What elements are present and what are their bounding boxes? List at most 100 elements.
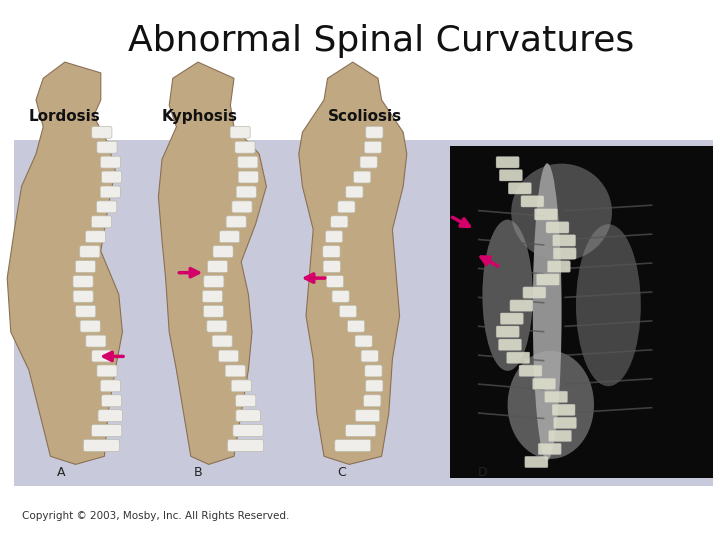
Line: 2 pts: 2 pts — [565, 292, 652, 298]
FancyBboxPatch shape — [354, 171, 371, 183]
FancyBboxPatch shape — [519, 365, 542, 376]
FancyBboxPatch shape — [546, 222, 569, 233]
Line: 2 pts: 2 pts — [565, 408, 652, 413]
Point — [474, 265, 483, 272]
FancyBboxPatch shape — [231, 380, 251, 392]
Bar — [450, 146, 713, 478]
Point — [561, 410, 570, 416]
Point — [539, 415, 548, 422]
Polygon shape — [299, 62, 407, 464]
FancyBboxPatch shape — [226, 216, 246, 228]
Point — [647, 375, 656, 382]
Line: 2 pts: 2 pts — [479, 268, 544, 274]
Point — [561, 265, 570, 272]
FancyBboxPatch shape — [507, 352, 530, 363]
FancyBboxPatch shape — [80, 320, 100, 332]
FancyBboxPatch shape — [521, 195, 544, 207]
Point — [474, 294, 483, 301]
FancyBboxPatch shape — [91, 350, 112, 362]
FancyBboxPatch shape — [80, 246, 100, 258]
Point — [647, 289, 656, 295]
FancyBboxPatch shape — [202, 291, 222, 302]
FancyBboxPatch shape — [533, 378, 556, 389]
FancyBboxPatch shape — [232, 201, 252, 213]
FancyBboxPatch shape — [361, 350, 378, 362]
Point — [647, 318, 656, 324]
FancyBboxPatch shape — [323, 246, 340, 258]
FancyBboxPatch shape — [91, 126, 112, 138]
Point — [539, 357, 548, 364]
FancyBboxPatch shape — [332, 291, 349, 302]
FancyBboxPatch shape — [355, 410, 379, 422]
Point — [561, 207, 570, 214]
FancyBboxPatch shape — [347, 320, 364, 332]
FancyBboxPatch shape — [236, 410, 261, 422]
FancyBboxPatch shape — [496, 326, 519, 338]
Line: 2 pts: 2 pts — [565, 263, 652, 268]
FancyBboxPatch shape — [212, 335, 233, 347]
Point — [647, 231, 656, 238]
Polygon shape — [158, 62, 266, 464]
Point — [474, 381, 483, 387]
Line: 2 pts: 2 pts — [565, 234, 652, 240]
Text: Lordosis: Lordosis — [29, 109, 101, 124]
FancyBboxPatch shape — [553, 235, 576, 246]
FancyBboxPatch shape — [325, 231, 343, 242]
Line: 2 pts: 2 pts — [565, 350, 652, 355]
FancyBboxPatch shape — [499, 170, 522, 181]
Text: Copyright © 2003, Mosby, Inc. All Rights Reserved.: Copyright © 2003, Mosby, Inc. All Rights… — [22, 511, 289, 521]
FancyBboxPatch shape — [544, 391, 567, 402]
Point — [539, 300, 548, 306]
FancyBboxPatch shape — [97, 141, 117, 153]
Line: 2 pts: 2 pts — [479, 240, 544, 245]
FancyBboxPatch shape — [238, 171, 258, 183]
FancyBboxPatch shape — [523, 287, 546, 298]
Point — [474, 352, 483, 359]
FancyBboxPatch shape — [235, 395, 256, 407]
Line: 2 pts: 2 pts — [565, 205, 652, 211]
Line: 2 pts: 2 pts — [479, 355, 544, 361]
FancyBboxPatch shape — [335, 440, 371, 451]
FancyBboxPatch shape — [496, 157, 519, 168]
Point — [561, 237, 570, 243]
Point — [647, 347, 656, 353]
Point — [539, 328, 548, 335]
FancyBboxPatch shape — [86, 231, 106, 242]
FancyBboxPatch shape — [355, 335, 372, 347]
FancyBboxPatch shape — [228, 440, 264, 451]
Ellipse shape — [533, 163, 562, 460]
FancyBboxPatch shape — [100, 186, 120, 198]
FancyBboxPatch shape — [338, 201, 355, 213]
Point — [561, 323, 570, 329]
Text: B: B — [194, 466, 202, 479]
FancyBboxPatch shape — [96, 201, 117, 213]
FancyBboxPatch shape — [204, 275, 224, 287]
Polygon shape — [7, 62, 122, 464]
Ellipse shape — [511, 164, 612, 261]
FancyBboxPatch shape — [102, 395, 122, 407]
FancyBboxPatch shape — [233, 424, 264, 436]
FancyBboxPatch shape — [76, 305, 96, 317]
Point — [474, 323, 483, 329]
Bar — [14, 140, 713, 486]
FancyBboxPatch shape — [235, 141, 255, 153]
FancyBboxPatch shape — [498, 339, 521, 350]
FancyBboxPatch shape — [500, 313, 523, 325]
FancyBboxPatch shape — [76, 261, 96, 273]
Line: 2 pts: 2 pts — [565, 379, 652, 384]
Text: C: C — [338, 466, 346, 479]
Point — [474, 207, 483, 214]
FancyBboxPatch shape — [553, 248, 576, 259]
Ellipse shape — [482, 220, 533, 371]
FancyBboxPatch shape — [73, 291, 93, 302]
FancyBboxPatch shape — [84, 440, 120, 451]
Ellipse shape — [508, 351, 594, 459]
FancyBboxPatch shape — [554, 417, 577, 429]
FancyBboxPatch shape — [346, 424, 376, 436]
FancyBboxPatch shape — [73, 275, 93, 287]
Line: 2 pts: 2 pts — [479, 211, 544, 216]
Ellipse shape — [576, 224, 641, 386]
FancyBboxPatch shape — [508, 183, 531, 194]
Line: 2 pts: 2 pts — [565, 321, 652, 326]
FancyBboxPatch shape — [534, 209, 557, 220]
